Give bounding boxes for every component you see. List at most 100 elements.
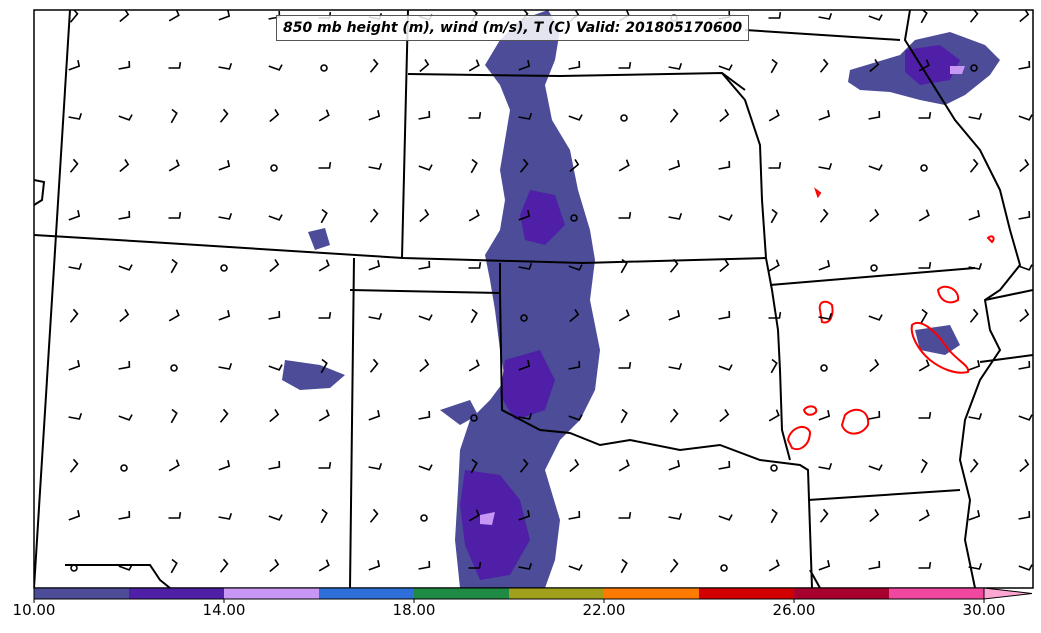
contour-7 xyxy=(986,235,995,244)
wind-barb-icon xyxy=(818,110,831,121)
tx-la-bottom xyxy=(65,564,171,588)
wind-barb-icon xyxy=(718,214,733,221)
wind-barb-icon xyxy=(868,314,883,321)
plot-title: 850 mb height (m), wind (m/s), T (C) Val… xyxy=(276,15,750,41)
sd-ne-border xyxy=(407,71,746,91)
wind-barb-icon xyxy=(669,558,679,573)
wind-barb-icon xyxy=(468,111,482,119)
wind-barb-icon xyxy=(219,108,229,123)
wind-barb-icon xyxy=(418,260,431,270)
wind-barb-icon xyxy=(768,559,780,572)
wind-barb-icon xyxy=(718,364,733,371)
colorbar-ticks xyxy=(33,599,985,603)
wind-barb-icon xyxy=(518,413,533,420)
colorbar-label: 10.00 xyxy=(12,601,56,619)
wind-barb-icon xyxy=(69,458,79,473)
wind-barb-icon xyxy=(920,308,928,324)
wind-barb-icon xyxy=(1018,564,1033,571)
wind-barb-icon xyxy=(218,160,231,171)
wind-barb-icon xyxy=(768,109,780,122)
wind-barb-icon xyxy=(918,359,930,372)
wind-barb-icon xyxy=(718,310,731,320)
wind-barb-icon xyxy=(668,460,681,471)
wind-barb-icon xyxy=(868,14,883,21)
wind-barb-icon xyxy=(818,560,831,571)
jet-core-1 xyxy=(520,190,565,245)
wind-barb-icon xyxy=(768,409,780,422)
wind-barb-icon xyxy=(368,260,381,271)
wind-barb-icon xyxy=(69,158,79,173)
wind-barb-icon xyxy=(918,411,932,419)
colorbar-label: 22.00 xyxy=(582,601,626,619)
colorbar-segment xyxy=(509,588,604,599)
wind-barb-icon xyxy=(918,209,930,222)
wind-barb-icon xyxy=(269,108,280,123)
calm-circle-icon xyxy=(970,64,978,72)
wind-barb-icon xyxy=(118,60,131,70)
wind-barb-icon xyxy=(218,310,231,321)
jet-core-2 xyxy=(500,350,555,420)
wind-barb-icon xyxy=(119,10,130,23)
ar-south xyxy=(807,489,961,501)
colorbar-label: 26.00 xyxy=(772,601,816,619)
state-boundaries xyxy=(34,10,1033,588)
contour-1 xyxy=(818,300,834,324)
wy-ne-border xyxy=(401,10,409,259)
wind-barb-icon xyxy=(68,113,83,120)
wind-barb-icon xyxy=(1019,308,1030,323)
wind-barb-icon xyxy=(318,461,332,469)
ms-border xyxy=(979,354,1033,363)
wind-barb-icon xyxy=(218,513,233,520)
wind-barb-icon xyxy=(668,63,683,70)
wind-barb-icon xyxy=(519,158,529,173)
wind-barb-icon xyxy=(968,510,981,521)
coast-left xyxy=(34,179,46,206)
calm-circle-icon xyxy=(320,64,328,72)
wind-barb-icon xyxy=(170,558,178,574)
wind-barb-icon xyxy=(470,458,478,474)
calm-circle-icon xyxy=(720,564,728,572)
wind-barb-icon xyxy=(770,508,778,524)
co-wy-west xyxy=(34,10,71,588)
wind-barb-icon xyxy=(68,210,81,221)
calm-circle-icon xyxy=(120,464,128,472)
ia-mn-border xyxy=(744,29,901,41)
wind-barb-icon xyxy=(268,364,283,371)
wind-barb-icon xyxy=(1018,360,1031,370)
mississippi xyxy=(903,10,1022,588)
wind-barb-icon xyxy=(418,464,433,471)
wind-barb-icon xyxy=(1018,414,1033,421)
wind-barb-icon xyxy=(168,211,182,219)
contour-4 xyxy=(786,425,812,451)
wind-barb-icon xyxy=(968,413,983,420)
jet-max-1 xyxy=(480,512,495,525)
wind-barb-icon xyxy=(118,360,131,370)
wind-barb-icon xyxy=(118,210,131,220)
wind-barb-icon xyxy=(819,508,829,523)
wind-barb-icon xyxy=(818,163,833,170)
ar-patch xyxy=(915,325,960,355)
wind-barb-icon xyxy=(569,458,580,473)
wind-barb-icon xyxy=(69,308,79,323)
wind-barb-icon xyxy=(1018,510,1031,520)
wind-barb-icon xyxy=(818,313,833,320)
wind-barb-icon xyxy=(768,161,782,169)
wind-barb-icon xyxy=(668,213,683,220)
wind-barb-icon xyxy=(968,263,983,270)
wind-barb-icon xyxy=(68,60,81,71)
wind-barb-icon xyxy=(419,58,430,73)
wind-barb-icon xyxy=(868,464,883,471)
wind-barb-icon xyxy=(618,459,630,472)
contour-8 xyxy=(814,187,822,199)
wind-barb-icon xyxy=(320,358,328,374)
wind-barb-icon xyxy=(770,358,778,374)
wind-barb-icon xyxy=(219,558,229,573)
wind-barb-icon xyxy=(318,311,332,319)
wind-barb-icon xyxy=(419,358,430,373)
wind-barb-icon xyxy=(718,64,733,71)
wind-barb-icon xyxy=(868,110,881,120)
wind-barb-icon xyxy=(618,309,630,322)
calm-circle-icon xyxy=(270,164,278,172)
wind-barb-icon xyxy=(170,408,178,424)
